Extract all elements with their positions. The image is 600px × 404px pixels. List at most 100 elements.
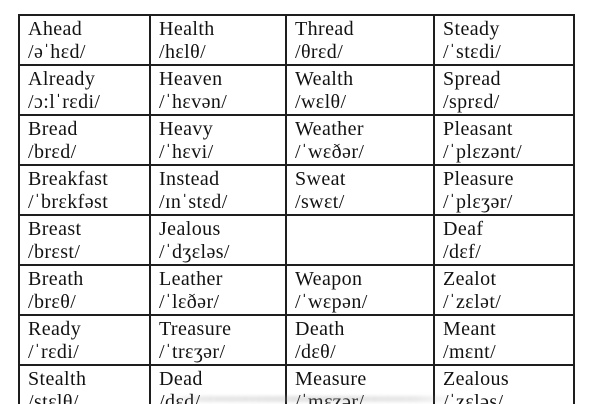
ipa-text: /brɛθ/ bbox=[28, 291, 77, 313]
word-text: Death bbox=[295, 318, 345, 340]
table-cell: Sweat/swɛt/ bbox=[285, 164, 435, 216]
word-text: Breath bbox=[28, 268, 84, 290]
table-cell: Death/dɛθ/ bbox=[285, 314, 435, 366]
table-cell: Pleasant/ˈplɛzənt/ bbox=[433, 114, 575, 166]
ipa-text: /ˈdʒɛləs/ bbox=[159, 241, 230, 263]
word-text: Treasure bbox=[159, 318, 232, 340]
ipa-text: /hɛlθ/ bbox=[159, 41, 207, 63]
ipa-text: /mɛnt/ bbox=[443, 341, 497, 363]
ipa-text: /stɛlθ/ bbox=[28, 391, 79, 404]
table-row: Ready/ˈrɛdi/ Treasure/ˈtrɛʒər/ Death/dɛθ… bbox=[18, 314, 575, 366]
word-text: Health bbox=[159, 18, 215, 40]
word-text: Heavy bbox=[159, 118, 214, 140]
table-cell: Meant/mɛnt/ bbox=[433, 314, 575, 366]
ipa-text: /ˈplɛʒər/ bbox=[443, 191, 513, 213]
word-text: Deaf bbox=[443, 218, 484, 240]
scan-artifact bbox=[160, 396, 460, 402]
word-text: Weather bbox=[295, 118, 364, 140]
word-text: Pleasant bbox=[443, 118, 513, 140]
ipa-text: /dɛd/ bbox=[159, 391, 281, 404]
table-cell: Already/ɔ:lˈrɛdi/ bbox=[18, 64, 151, 116]
word-text: Pleasure bbox=[443, 168, 514, 190]
word-text: Jealous bbox=[159, 218, 221, 240]
word-text: Bread bbox=[28, 118, 78, 140]
table-row: Breath/brɛθ/ Leather/ˈlɛðər/ Weapon/ˈwɛp… bbox=[18, 264, 575, 316]
ipa-text: /ˈhɛvi/ bbox=[159, 141, 214, 163]
table-cell: Measure/ˈmɛʒər/ bbox=[285, 364, 435, 404]
table-cell: Leather/ˈlɛðər/ bbox=[149, 264, 287, 316]
ipa-text: /wɛlθ/ bbox=[295, 91, 347, 113]
word-text: Already bbox=[28, 68, 96, 90]
table-cell: Health/hɛlθ/ bbox=[149, 14, 287, 66]
word-text: Ahead bbox=[28, 18, 83, 40]
word-text: Zealot bbox=[443, 268, 497, 290]
table-cell: Steady/ˈstɛdi/ bbox=[433, 14, 575, 66]
word-text: Breakfast bbox=[28, 168, 109, 190]
table-cell: Dead/dɛd/ bbox=[149, 364, 287, 404]
table-cell: Stealth/stɛlθ/ bbox=[18, 364, 151, 404]
word-text: Wealth bbox=[295, 68, 354, 90]
table-cell: Breakfast/ˈbrɛkfəst bbox=[18, 164, 151, 216]
table-row: Bread/brɛd/ Heavy/ˈhɛvi/ Weather/ˈwɛðər/… bbox=[18, 114, 575, 166]
table-cell: Weapon/ˈwɛpən/ bbox=[285, 264, 435, 316]
ipa-text: /ˈrɛdi/ bbox=[28, 341, 80, 363]
table-cell: Weather/ˈwɛðər/ bbox=[285, 114, 435, 166]
table-cell: Treasure/ˈtrɛʒər/ bbox=[149, 314, 287, 366]
ipa-text: /θrɛd/ bbox=[295, 41, 344, 63]
table-row: Breakfast/ˈbrɛkfəst Instead/ɪnˈstɛd/ Swe… bbox=[18, 164, 575, 216]
table-cell: Ready/ˈrɛdi/ bbox=[18, 314, 151, 366]
ipa-text: /ˈlɛðər/ bbox=[159, 291, 220, 313]
table-cell: Bread/brɛd/ bbox=[18, 114, 151, 166]
word-text: Measure bbox=[295, 368, 367, 390]
table-row: Breast/brɛst/ Jealous/ˈdʒɛləs/ Deaf/dɛf/ bbox=[18, 214, 575, 266]
table-cell: Breath/brɛθ/ bbox=[18, 264, 151, 316]
word-text: Thread bbox=[295, 18, 355, 40]
ipa-text: /ˈstɛdi/ bbox=[443, 41, 502, 63]
ipa-text: /ˈzɛləs/ bbox=[443, 391, 504, 404]
ipa-text: /swɛt/ bbox=[295, 191, 345, 213]
word-text: Breast bbox=[28, 218, 82, 240]
ipa-text: /sprɛd/ bbox=[443, 91, 500, 113]
ipa-text: /brɛd/ bbox=[28, 141, 77, 163]
word-text: Spread bbox=[443, 68, 501, 90]
table-cell: Heaven/ˈhɛvən/ bbox=[149, 64, 287, 116]
table-cell-empty bbox=[285, 214, 435, 266]
ipa-text: /dɛθ/ bbox=[295, 341, 337, 363]
table-cell: Ahead/əˈhɛd/ bbox=[18, 14, 151, 66]
ipa-text: /ˈplɛzənt/ bbox=[443, 141, 523, 163]
table-cell: Pleasure/ˈplɛʒər/ bbox=[433, 164, 575, 216]
table-cell: Zealous/ˈzɛləs/ bbox=[433, 364, 575, 404]
ipa-text: /ˈbrɛkfəst bbox=[28, 191, 109, 213]
ipa-text: /ˈwɛpən/ bbox=[295, 291, 368, 313]
table-row: Already/ɔ:lˈrɛdi/ Heaven/ˈhɛvən/ Wealth /… bbox=[18, 64, 575, 116]
word-text: Steady bbox=[443, 18, 500, 40]
table-row: Stealth/stɛlθ/ Dead/dɛd/ Measure/ˈmɛʒər/… bbox=[18, 364, 575, 404]
table-cell: Deaf/dɛf/ bbox=[433, 214, 575, 266]
pronunciation-table: Ahead/əˈhɛd/ Health/hɛlθ/ Thread/θrɛd/ S… bbox=[18, 14, 575, 404]
table-cell: Zealot/ˈzɛlət/ bbox=[433, 264, 575, 316]
table-cell: Wealth/wɛlθ/ bbox=[285, 64, 435, 116]
word-text: Dead bbox=[159, 368, 203, 390]
ipa-text: /ˈtrɛʒər/ bbox=[159, 341, 226, 363]
table-cell: Instead/ɪnˈstɛd/ bbox=[149, 164, 287, 216]
table-cell: Thread/θrɛd/ bbox=[285, 14, 435, 66]
word-text: Meant bbox=[443, 318, 497, 340]
word-text: Weapon bbox=[295, 268, 363, 290]
ipa-text: /ɪnˈstɛd/ bbox=[159, 191, 228, 213]
word-text: Leather bbox=[159, 268, 223, 290]
word-text: Heaven bbox=[159, 68, 223, 90]
word-text: Ready bbox=[28, 318, 82, 340]
table-cell: Heavy/ˈhɛvi/ bbox=[149, 114, 287, 166]
ipa-text: /brɛst/ bbox=[28, 241, 81, 263]
ipa-text: /ˈhɛvən/ bbox=[159, 91, 228, 113]
table-cell: Breast/brɛst/ bbox=[18, 214, 151, 266]
ipa-text: /ˈzɛlət/ bbox=[443, 291, 502, 313]
word-text: Zealous bbox=[443, 368, 510, 390]
ipa-text: /ɔ:lˈrɛdi/ bbox=[28, 91, 101, 113]
word-text: Instead bbox=[159, 168, 220, 190]
word-text: Sweat bbox=[295, 168, 346, 190]
ipa-text: /ˈmɛʒər/ bbox=[295, 391, 429, 404]
ipa-text: /əˈhɛd/ bbox=[28, 41, 86, 63]
table-cell: Spread/sprɛd/ bbox=[433, 64, 575, 116]
